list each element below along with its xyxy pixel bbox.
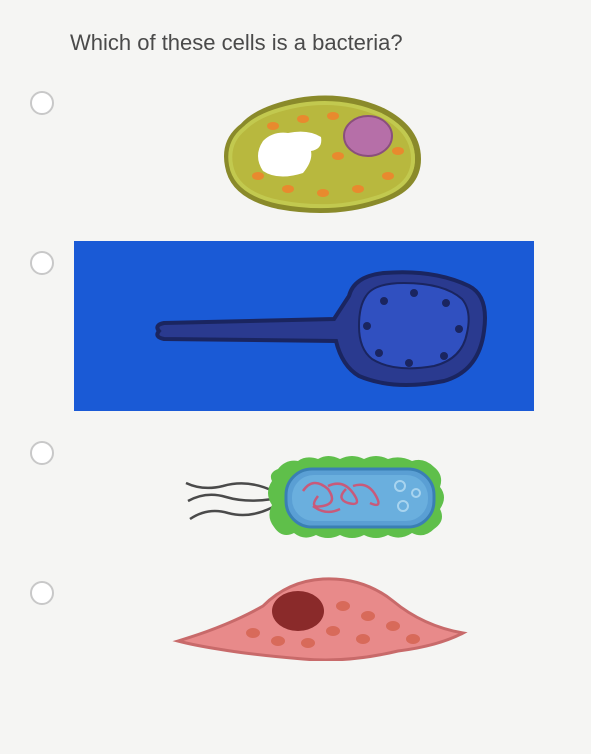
option-row-1: [30, 81, 561, 221]
option-row-3: [30, 431, 561, 551]
muscle-cell-icon: [168, 571, 468, 661]
option-row-4: [30, 571, 561, 661]
radio-option-4[interactable]: [30, 581, 54, 605]
option-row-2: [30, 241, 561, 411]
cell-image-1: [74, 81, 561, 221]
question-text: Which of these cells is a bacteria?: [70, 30, 531, 56]
animal-cell-icon: [203, 81, 433, 221]
cell-image-2: [74, 241, 561, 411]
radio-option-2[interactable]: [30, 251, 54, 275]
cell-image-3: [74, 431, 561, 551]
radio-option-1[interactable]: [30, 91, 54, 115]
nerve-cell-icon: [74, 241, 534, 411]
cell-image-4: [74, 571, 561, 661]
bacteria-cell-icon: [178, 431, 458, 551]
nerve-cell-bg: [74, 241, 534, 411]
radio-option-3[interactable]: [30, 441, 54, 465]
